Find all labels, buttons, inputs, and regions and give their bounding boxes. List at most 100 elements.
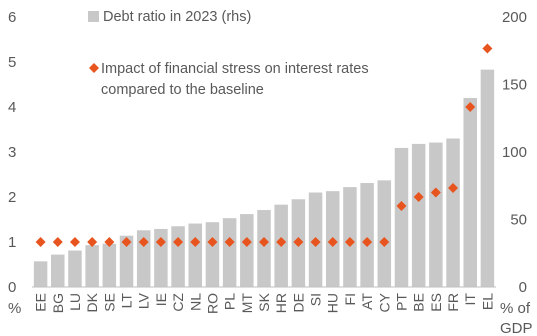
marker-RO [207,237,218,247]
bar-SK [257,210,271,287]
category-label-BE: BE [411,293,427,312]
category-label-HR: HR [273,293,289,313]
bar-IT [463,98,477,287]
marker-LV [138,237,149,247]
bar-LT [119,235,134,287]
bar-EL [480,69,495,288]
bar-PL [222,218,237,287]
category-label-LU: LU [67,293,83,311]
marker-series [35,43,493,247]
marker-LT [121,237,132,247]
marker-BE [413,192,424,202]
category-label-CY: CY [376,292,392,312]
marker-EL [482,43,493,54]
marker-CY [379,237,390,247]
marker-SE [104,237,115,247]
marker-IT [465,102,476,112]
right-unit-label-line2: GDP [500,320,533,336]
left-tick-label: 5 [8,54,16,71]
category-label-ES: ES [428,293,444,312]
bar-NL [188,223,203,287]
category-label-LV: LV [136,292,152,309]
right-tick-label: 200 [502,9,527,26]
category-label-PL: PL [222,293,238,310]
marker-EE [35,237,46,247]
category-label-HU: HU [325,293,341,313]
left-tick-label: 2 [8,189,16,206]
bar-RO [205,222,220,287]
left-tick-label: 3 [8,144,16,161]
marker-MT [241,237,252,247]
right-unit-label-line1: % of [500,300,531,317]
category-label-EL: EL [479,293,495,310]
category-label-DK: DK [84,292,100,312]
category-label-CZ: CZ [170,293,186,312]
right-axis-ticks: 0 50 100 150 200 [502,9,527,296]
left-tick-label: 6 [8,9,16,26]
category-label-IE: IE [153,293,169,306]
bar-SE [102,243,117,287]
category-label-RO: RO [204,293,220,314]
marker-ES [430,187,441,198]
bar-LU [68,250,82,287]
right-tick-label: 100 [502,144,527,161]
left-tick-label: 0 [8,279,16,296]
category-label-SE: SE [101,293,117,312]
right-tick-label: 150 [502,77,527,94]
category-labels: EE BG LU DK SE LT LV IE CZ NL RO PL MT SK HR DE SI HU FI AT… [33,292,496,314]
bar-CY [377,180,392,287]
category-label-AT: AT [359,293,375,310]
marker-FR [448,183,459,193]
category-label-NL: NL [187,293,203,311]
bar-PT [394,147,409,287]
category-label-DE: DE [290,293,306,312]
left-tick-label: 1 [8,234,16,251]
bar-DK [85,245,99,287]
left-axis-ticks: 0 1 2 3 4 5 6 [8,9,16,296]
category-label-SI: SI [308,293,324,306]
category-label-EE: EE [33,293,49,312]
marker-HR [276,237,287,247]
legend-marker-label-line1: Impact of financial stress on interest r… [101,61,369,77]
marker-AT [362,237,373,247]
marker-DE [293,237,304,247]
bar-MT [240,214,254,287]
left-tick-label: 4 [8,99,16,116]
category-label-LT: LT [119,293,135,309]
category-label-FI: FI [342,293,358,305]
legend-bar-swatch [88,11,99,22]
category-label-BG: BG [50,293,66,313]
bar-AT [360,183,374,287]
marker-HU [327,237,338,247]
marker-BG [52,237,63,247]
legend: Debt ratio in 2023 (rhs) Impact of finan… [88,9,369,98]
category-label-IT: IT [462,293,478,306]
category-label-FR: FR [445,293,461,312]
marker-PT [396,201,407,211]
legend-bar-label: Debt ratio in 2023 (rhs) [103,9,251,25]
bar-series [33,69,495,288]
left-unit-label: % [8,300,21,317]
marker-FI [344,237,355,247]
bar-LV [136,230,151,287]
marker-SK [259,237,269,247]
category-label-MT: MT [239,293,255,314]
bar-EE [33,261,48,287]
marker-DK [87,237,98,247]
marker-IE [155,237,166,247]
marker-SI [310,237,321,247]
category-label-PT: PT [393,293,409,311]
marker-PL [224,237,235,247]
category-label-SK: SK [256,292,272,311]
legend-diamond-marker [89,63,99,73]
bar-CZ [171,226,185,287]
right-tick-label: 0 [519,279,527,296]
bar-BG [51,254,65,287]
marker-CZ [173,237,184,247]
bar-ES [429,142,443,287]
legend-marker-label-line2: compared to the baseline [101,82,264,98]
bar-FR [446,138,460,287]
bar-BE [411,143,426,287]
marker-LU [69,237,80,247]
